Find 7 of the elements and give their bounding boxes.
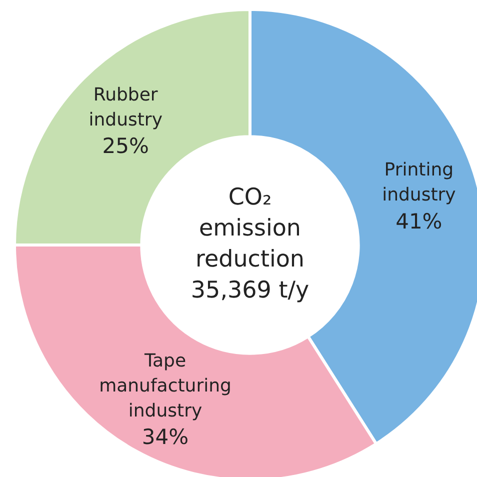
slice-label: Rubber industry <box>88 84 163 130</box>
data-label: 25% <box>102 134 149 158</box>
data-label: 41% <box>396 209 442 234</box>
slice-label: Printing industry <box>382 160 456 206</box>
data-label: 34% <box>142 425 189 450</box>
slice-label: Tape manufacturing industry <box>99 350 232 422</box>
text: CO₂ emission reduction 35,369 t/y <box>190 184 310 304</box>
